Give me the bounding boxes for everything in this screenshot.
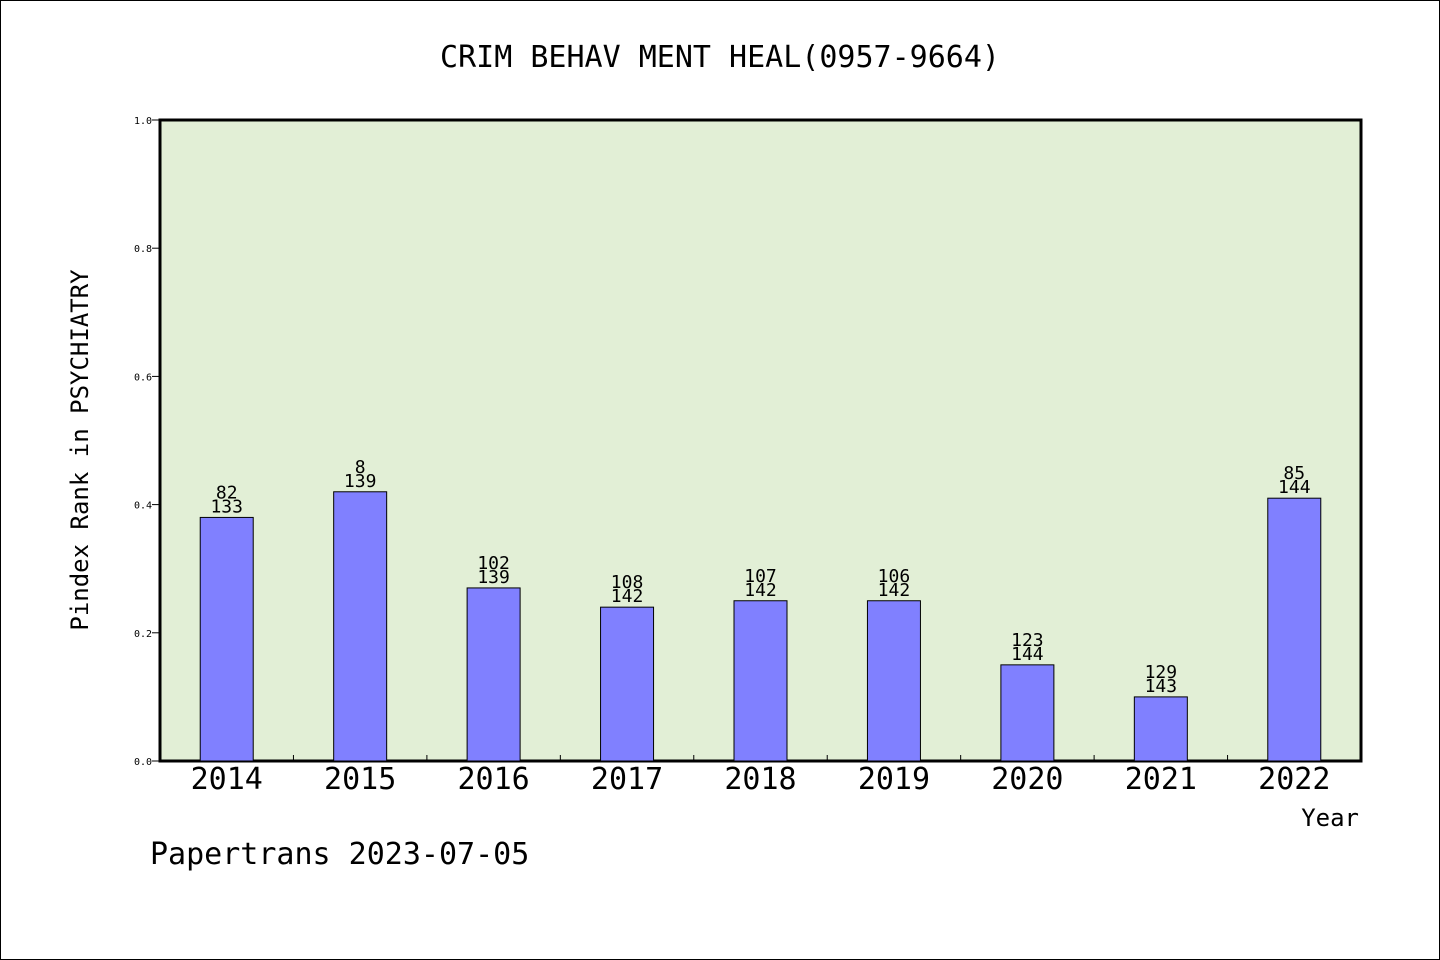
- y-tick-label: 0.0: [134, 757, 152, 768]
- bar-2014: [199, 516, 254, 762]
- x-tick-label: 2018: [724, 762, 796, 797]
- rank-label: 129: [1145, 662, 1178, 683]
- y-axis-label: Pindex Rank in PSYCHIATRY: [66, 269, 94, 631]
- rank-label: 106: [878, 566, 911, 587]
- x-axis-ticks: 2014 2015 2016 2017 2018 2019 2020 2021 2022: [191, 755, 1330, 797]
- rank-label: 85: [1283, 463, 1305, 484]
- bar-2022: [1267, 497, 1322, 762]
- x-tick-label: 2014: [191, 762, 263, 797]
- y-tick-label: 0.8: [134, 244, 152, 255]
- total-label: 142: [878, 580, 911, 601]
- x-tick-label: 2016: [457, 762, 529, 797]
- x-tick-label: 2020: [991, 762, 1063, 797]
- rank-label: 102: [477, 553, 510, 574]
- y-axis-ticks: 0.0 0.2 0.4 0.6 0.8 1.0: [134, 116, 160, 768]
- rank-label: 8: [355, 457, 366, 478]
- total-label: 139: [477, 567, 510, 588]
- bar-2017: [600, 606, 655, 762]
- bars: [199, 491, 1322, 762]
- rank-label: 123: [1011, 630, 1044, 651]
- x-tick-label: 2019: [858, 762, 930, 797]
- footer-text: Papertrans 2023-07-05: [150, 837, 529, 872]
- rank-label: 107: [744, 566, 777, 587]
- bar-2020: [1000, 664, 1055, 762]
- x-tick-label: 2022: [1258, 762, 1330, 797]
- chart-title: CRIM BEHAV MENT HEAL(0957-9664): [440, 40, 1000, 75]
- x-tick-label: 2017: [591, 762, 663, 797]
- y-tick-label: 0.2: [134, 629, 152, 640]
- total-label: 144: [1278, 477, 1311, 498]
- bar-2018: [733, 600, 788, 762]
- total-label: 142: [744, 580, 777, 601]
- total-label: 144: [1011, 644, 1044, 665]
- rank-label: 108: [611, 572, 644, 593]
- y-tick-label: 0.6: [134, 372, 152, 383]
- total-label: 142: [611, 586, 644, 607]
- total-label: 133: [210, 496, 243, 517]
- x-axis-label: Year: [1301, 804, 1359, 832]
- bar-2019: [866, 600, 921, 762]
- total-label: 143: [1145, 676, 1178, 697]
- total-label: 139: [344, 471, 377, 492]
- bar-2016: [466, 587, 521, 762]
- y-tick-label: 0.4: [134, 501, 152, 512]
- bar-2015: [333, 491, 388, 762]
- bar-2021: [1133, 696, 1188, 762]
- rank-label: 82: [216, 482, 238, 503]
- y-tick-label: 1.0: [134, 116, 152, 127]
- x-tick-label: 2015: [324, 762, 396, 797]
- x-tick-label: 2021: [1125, 762, 1197, 797]
